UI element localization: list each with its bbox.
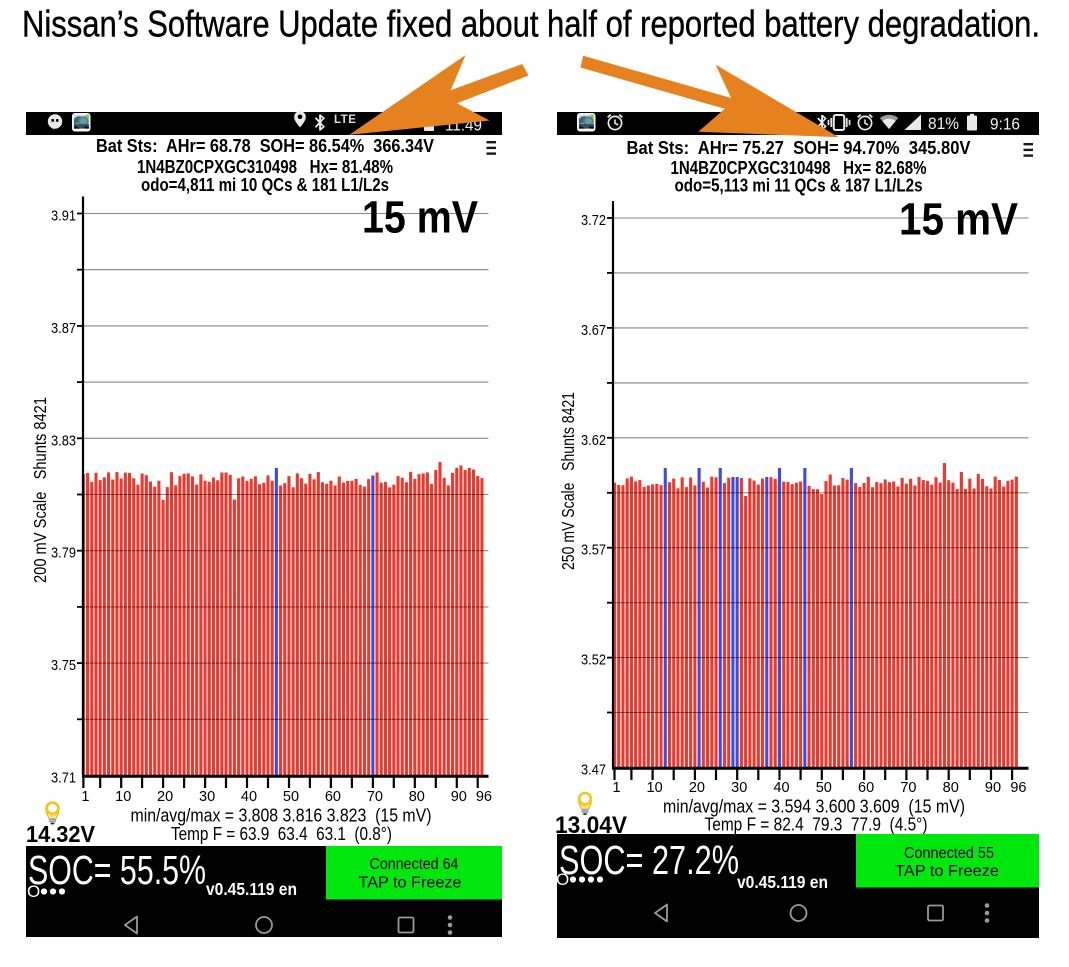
svg-text:14.32V: 14.32V	[26, 821, 95, 847]
svg-text:min/avg/max = 3.594 3.600 3.60: min/avg/max = 3.594 3.600 3.609 (15 mV)	[663, 797, 965, 817]
svg-text:81%: 81%	[928, 115, 959, 133]
svg-text:LTE: LTE	[334, 114, 356, 126]
svg-text:Bat Sts: AHr= 75.27 SOH= 94.: Bat Sts: AHr= 75.27 SOH= 94.70% 345.80V	[627, 137, 972, 158]
svg-text:3.87: 3.87	[51, 320, 76, 337]
svg-text:Connected 64: Connected 64	[370, 856, 459, 873]
svg-text:3.83: 3.83	[51, 432, 76, 449]
svg-text:v0.45.119 en: v0.45.119 en	[206, 879, 297, 899]
svg-text:Connected 55: Connected 55	[904, 845, 994, 862]
svg-text:9:16: 9:16	[990, 115, 1020, 134]
svg-text:3.91: 3.91	[51, 208, 76, 225]
svg-text:15 mV: 15 mV	[899, 194, 1018, 245]
svg-text:3.67: 3.67	[581, 322, 606, 339]
svg-text:SOC= 27.2%: SOC= 27.2%	[559, 837, 739, 883]
svg-text:SOC= 55.5%: SOC= 55.5%	[28, 847, 206, 893]
svg-text:1N4BZ0CPXGC310498 Hx= 82.68%: 1N4BZ0CPXGC310498 Hx= 82.68%	[671, 157, 927, 178]
svg-text:200 mV Scale Shunts 8421: 200 mV Scale Shunts 8421	[30, 397, 50, 583]
svg-text:TAP to Freeze: TAP to Freeze	[359, 875, 462, 892]
svg-text:10: 10	[647, 780, 663, 796]
svg-text:3.52: 3.52	[581, 652, 606, 669]
svg-text:50: 50	[816, 780, 832, 796]
svg-text:1N4BZ0CPXGC310498 Hx= 81.48%: 1N4BZ0CPXGC310498 Hx= 81.48%	[137, 156, 393, 177]
svg-text:60: 60	[325, 789, 341, 805]
svg-text:Temp F = 63.9 63.4 63.1 (0.: Temp F = 63.9 63.4 63.1 (0.8°)	[171, 824, 392, 844]
svg-text:Nissan’s Software Update fixed: Nissan’s Software Update fixed about hal…	[22, 4, 1040, 45]
svg-text:3.47: 3.47	[581, 762, 606, 779]
svg-text:40: 40	[773, 780, 789, 796]
svg-text:70: 70	[900, 780, 916, 796]
svg-text:3.62: 3.62	[581, 432, 606, 449]
svg-text:O: O	[27, 882, 40, 901]
svg-text:min/avg/max = 3.808 3.816 3.82: min/avg/max = 3.808 3.816 3.823 (15 mV)	[131, 806, 432, 826]
svg-text:odo=4,811 mi 10 QCs & 181 L1/L: odo=4,811 mi 10 QCs & 181 L1/L2s	[141, 174, 389, 195]
svg-text:O: O	[556, 870, 569, 889]
svg-text:odo=5,113 mi 11 QCs & 187 L1/L: odo=5,113 mi 11 QCs & 187 L1/L2s	[675, 175, 923, 196]
svg-text:40: 40	[241, 789, 257, 805]
svg-text:90: 90	[985, 780, 1001, 796]
svg-text:250 mV Scale Shunts 8421: 250 mV Scale Shunts 8421	[558, 392, 578, 570]
svg-text:96: 96	[476, 789, 492, 805]
svg-text:Bat Sts: AHr= 68.78 SOH= 86.: Bat Sts: AHr= 68.78 SOH= 86.54% 366.34V	[96, 135, 435, 156]
svg-text:80: 80	[409, 789, 425, 805]
svg-text:3.71: 3.71	[51, 770, 76, 787]
svg-text:30: 30	[199, 789, 215, 805]
svg-text:1: 1	[612, 780, 620, 796]
svg-text:20: 20	[689, 780, 705, 796]
svg-text:Temp F = 82.4 79.3 77.9 (4.: Temp F = 82.4 79.3 77.9 (4.5°)	[705, 815, 928, 835]
svg-text:3.79: 3.79	[51, 545, 76, 562]
svg-text:90: 90	[451, 789, 467, 805]
svg-text:3.57: 3.57	[581, 542, 606, 559]
svg-text:50: 50	[283, 789, 299, 805]
svg-text:80: 80	[943, 780, 959, 796]
svg-text:20: 20	[157, 789, 173, 805]
svg-text:3.72: 3.72	[581, 212, 606, 229]
svg-text:1: 1	[81, 789, 89, 805]
svg-text:30: 30	[731, 780, 747, 796]
svg-text:3.75: 3.75	[51, 657, 76, 674]
svg-text:15 mV: 15 mV	[362, 192, 478, 243]
svg-text:TAP to Freeze: TAP to Freeze	[895, 863, 999, 880]
svg-text:v0.45.119 en: v0.45.119 en	[737, 872, 828, 892]
svg-text:60: 60	[858, 780, 874, 796]
svg-text:10: 10	[115, 789, 131, 805]
svg-text:96: 96	[1010, 780, 1026, 796]
svg-text:70: 70	[367, 789, 383, 805]
